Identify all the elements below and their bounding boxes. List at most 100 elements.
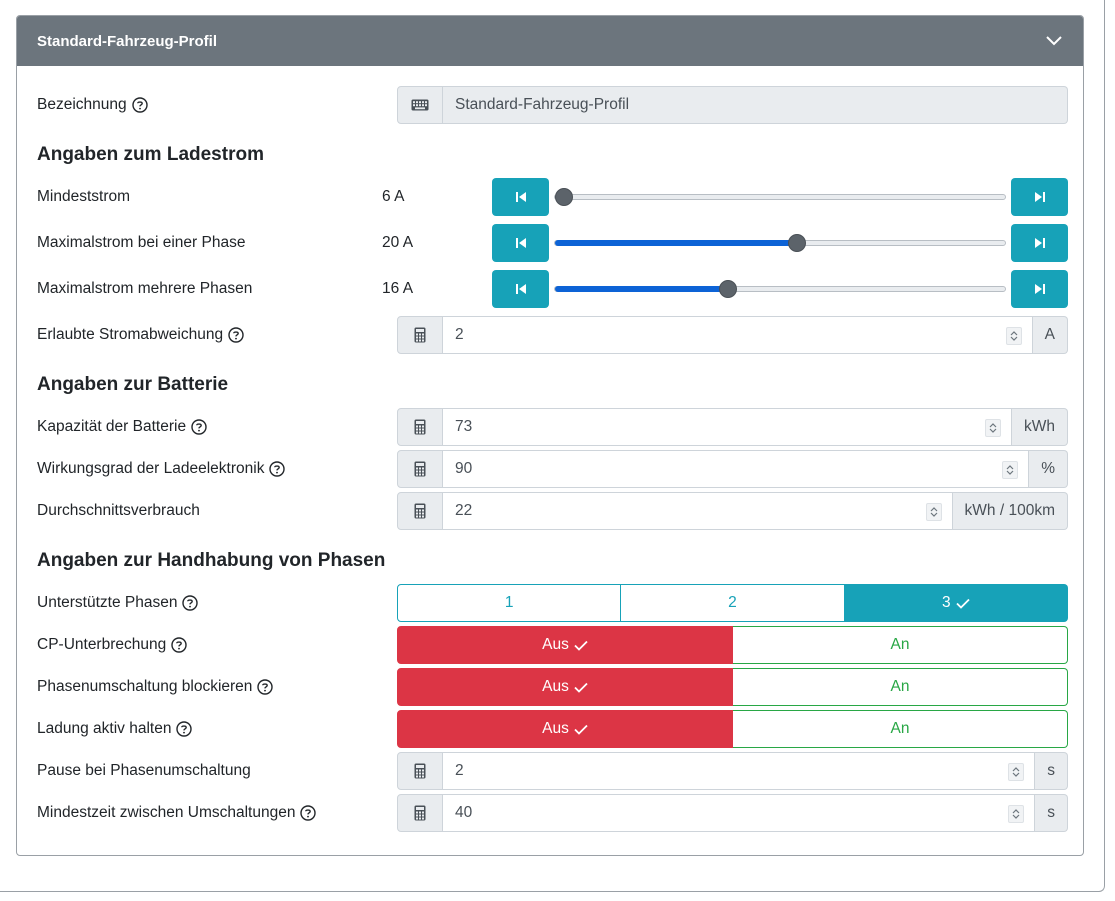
block-switch-on-button[interactable]: An <box>733 668 1068 706</box>
max-multi-increase-button[interactable] <box>1011 270 1068 308</box>
consumption-input[interactable]: 22 <box>443 492 953 530</box>
min-current-thumb[interactable] <box>555 188 573 206</box>
check-icon <box>955 598 970 609</box>
skip-start-icon <box>515 238 526 248</box>
help-icon[interactable] <box>191 419 207 435</box>
consumption-label: Durchschnittsverbrauch <box>37 502 200 519</box>
min-time-input[interactable]: 40 <box>443 794 1036 832</box>
max-one-thumb[interactable] <box>788 234 807 252</box>
help-icon[interactable] <box>300 805 317 821</box>
pause-control: 2 s <box>397 752 1068 790</box>
card-title: Standard-Fahrzeug-Profil <box>37 32 218 50</box>
max-multi-slider <box>492 270 1068 308</box>
card-header[interactable]: Standard-Fahrzeug-Profil <box>17 16 1083 66</box>
spinner-icon[interactable] <box>925 503 942 521</box>
max-multi-label-wrap: Maximalstrom mehrere Phasen <box>37 280 377 298</box>
keyboard-icon <box>397 86 443 124</box>
block-switch-control: Aus An <box>397 668 1068 706</box>
max-multi-decrease-button[interactable] <box>492 270 549 308</box>
max-one-increase-button[interactable] <box>1011 224 1068 262</box>
tolerance-unit: A <box>1032 316 1068 354</box>
block-switch-label-wrap: Phasenumschaltung blockieren <box>37 678 377 696</box>
check-icon <box>574 640 588 651</box>
row-max-current-one-phase: Maximalstrom bei einer Phase 20 A <box>37 224 1068 262</box>
tolerance-control: 2 A <box>397 316 1068 354</box>
capacity-label: Kapazität der Batterie <box>37 418 187 435</box>
supported-phases-label: Unterstützte Phasen <box>37 594 178 611</box>
row-cp-interrupt: CP-Unterbrechung Aus An <box>37 626 1068 664</box>
supported-phases-control: 1 2 3 <box>397 584 1068 622</box>
tolerance-value: 2 <box>455 326 464 343</box>
block-switch-off-button[interactable]: Aus <box>397 668 733 706</box>
keep-active-off-label: Aus <box>542 720 569 737</box>
efficiency-value: 90 <box>455 460 473 477</box>
help-icon[interactable] <box>182 595 199 611</box>
help-icon[interactable] <box>228 327 244 343</box>
spinner-icon[interactable] <box>1002 461 1019 479</box>
max-multi-label: Maximalstrom mehrere Phasen <box>37 280 253 297</box>
min-current-slider <box>492 178 1068 216</box>
row-max-current-multi-phase: Maximalstrom mehrere Phasen 16 A <box>37 270 1068 308</box>
tolerance-input[interactable]: 2 <box>443 316 1033 354</box>
spinner-icon[interactable] <box>1005 327 1022 345</box>
keep-active-off-button[interactable]: Aus <box>397 710 733 748</box>
chevron-down-icon[interactable] <box>1045 32 1063 50</box>
help-icon[interactable] <box>257 679 274 695</box>
row-keep-active: Ladung aktiv halten Aus An <box>37 710 1068 748</box>
tolerance-label: Erlaubte Stromabweichung <box>37 326 224 343</box>
row-name: Bezeichnung Standard-Fahrzeug-Profil <box>37 86 1068 124</box>
spinner-icon[interactable] <box>985 419 1001 437</box>
max-one-label: Maximalstrom bei einer Phase <box>37 234 246 251</box>
help-icon[interactable] <box>171 637 187 653</box>
spinner-icon[interactable] <box>1008 763 1025 781</box>
phase-option-1[interactable]: 1 <box>397 584 622 622</box>
min-time-label-wrap: Mindestzeit zwischen Umschaltungen <box>37 804 377 822</box>
vehicle-profile-card: Standard-Fahrzeug-Profil Bezeichnung Sta… <box>16 15 1084 856</box>
min-current-decrease-button[interactable] <box>492 178 549 216</box>
phase-option-3[interactable]: 3 <box>844 584 1068 622</box>
phase-option-3-label: 3 <box>942 594 951 611</box>
cp-interrupt-off-button[interactable]: Aus <box>397 626 733 664</box>
efficiency-unit: % <box>1029 450 1068 488</box>
spinner-icon[interactable] <box>1008 805 1025 823</box>
keep-active-on-button[interactable]: An <box>733 710 1068 748</box>
min-time-unit: s <box>1035 794 1068 832</box>
max-one-label-wrap: Maximalstrom bei einer Phase <box>37 234 377 252</box>
consumption-label-wrap: Durchschnittsverbrauch <box>37 502 377 520</box>
pause-value: 2 <box>455 762 464 779</box>
phase-option-1-label: 1 <box>504 594 514 611</box>
max-one-decrease-button[interactable] <box>492 224 549 262</box>
help-icon[interactable] <box>176 721 193 737</box>
efficiency-input[interactable]: 90 <box>443 450 1030 488</box>
row-block-switch: Phasenumschaltung blockieren Aus An <box>37 668 1068 706</box>
capacity-input[interactable]: 73 <box>443 408 1012 446</box>
skip-end-icon <box>1034 192 1045 202</box>
phase-option-2[interactable]: 2 <box>621 584 845 622</box>
block-switch-label: Phasenumschaltung blockieren <box>37 678 253 695</box>
cp-interrupt-on-button[interactable]: An <box>733 626 1068 664</box>
row-capacity: Kapazität der Batterie 73 kWh <box>37 408 1068 446</box>
max-multi-track[interactable] <box>554 280 1006 298</box>
efficiency-label-wrap: Wirkungsgrad der Ladeelektronik <box>37 460 377 478</box>
check-icon <box>574 724 588 735</box>
min-current-value: 6 A <box>382 188 405 205</box>
max-multi-thumb[interactable] <box>719 280 738 298</box>
help-icon[interactable] <box>269 461 286 477</box>
pause-label-wrap: Pause bei Phasenumschaltung <box>37 762 377 780</box>
max-multi-fill <box>555 286 729 292</box>
min-current-increase-button[interactable] <box>1011 178 1068 216</box>
help-icon[interactable] <box>131 97 148 113</box>
efficiency-label: Wirkungsgrad der Ladeelektronik <box>37 460 265 477</box>
max-one-track[interactable] <box>554 234 1006 252</box>
consumption-value: 22 <box>455 502 473 519</box>
min-current-label-wrap: Mindeststrom <box>37 188 377 206</box>
min-current-track[interactable] <box>554 188 1006 206</box>
pause-input[interactable]: 2 <box>443 752 1036 790</box>
section-charging-title: Angaben zum Ladestrom <box>37 144 264 165</box>
name-label-wrap: Bezeichnung <box>37 96 377 114</box>
name-label: Bezeichnung <box>37 96 127 113</box>
min-time-value: 40 <box>455 804 473 821</box>
max-one-slider <box>492 224 1068 262</box>
cp-interrupt-on-label: An <box>890 636 910 653</box>
name-input[interactable]: Standard-Fahrzeug-Profil <box>443 86 1068 124</box>
